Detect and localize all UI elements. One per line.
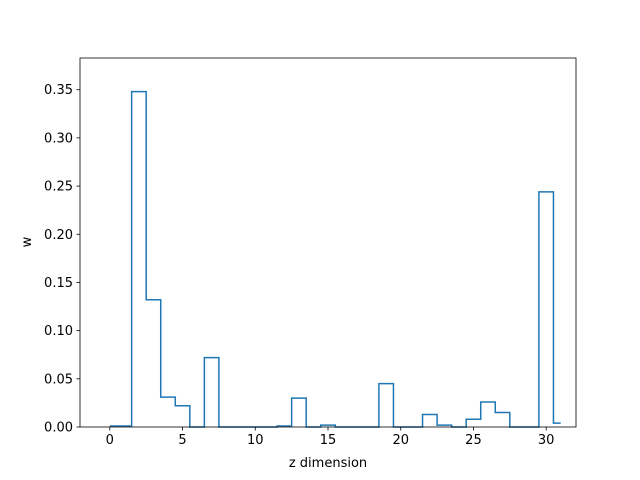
y-tick-label: 0.30 — [44, 131, 73, 146]
x-tick-label: 20 — [392, 433, 409, 448]
plot-area — [79, 57, 577, 428]
y-tick-label: 0.15 — [44, 276, 73, 291]
y-tick-label: 0.05 — [44, 372, 73, 387]
x-tick-label: 30 — [538, 433, 555, 448]
x-tick-label: 15 — [320, 433, 337, 448]
y-tick-label: 0.10 — [44, 324, 73, 339]
y-tick-label: 0.35 — [44, 83, 73, 98]
x-tick-label: 5 — [178, 433, 186, 448]
y-axis-label: w — [20, 236, 35, 247]
y-tick-label: 0.25 — [44, 180, 73, 195]
axes-frame — [79, 57, 577, 428]
y-tick-label: 0.00 — [44, 421, 73, 436]
x-axis-label: z dimension — [289, 456, 367, 471]
y-tick-label: 0.20 — [44, 228, 73, 243]
x-tick-label: 25 — [465, 433, 482, 448]
x-tick-label: 10 — [247, 433, 264, 448]
y-axis: 0.00 0.05 0.10 0.15 0.20 0.25 0.30 0.35 — [44, 83, 80, 436]
data-step-line — [109, 90, 561, 428]
x-tick-label: 0 — [106, 433, 114, 448]
x-axis: 0 5 10 15 20 25 30 — [106, 427, 555, 448]
